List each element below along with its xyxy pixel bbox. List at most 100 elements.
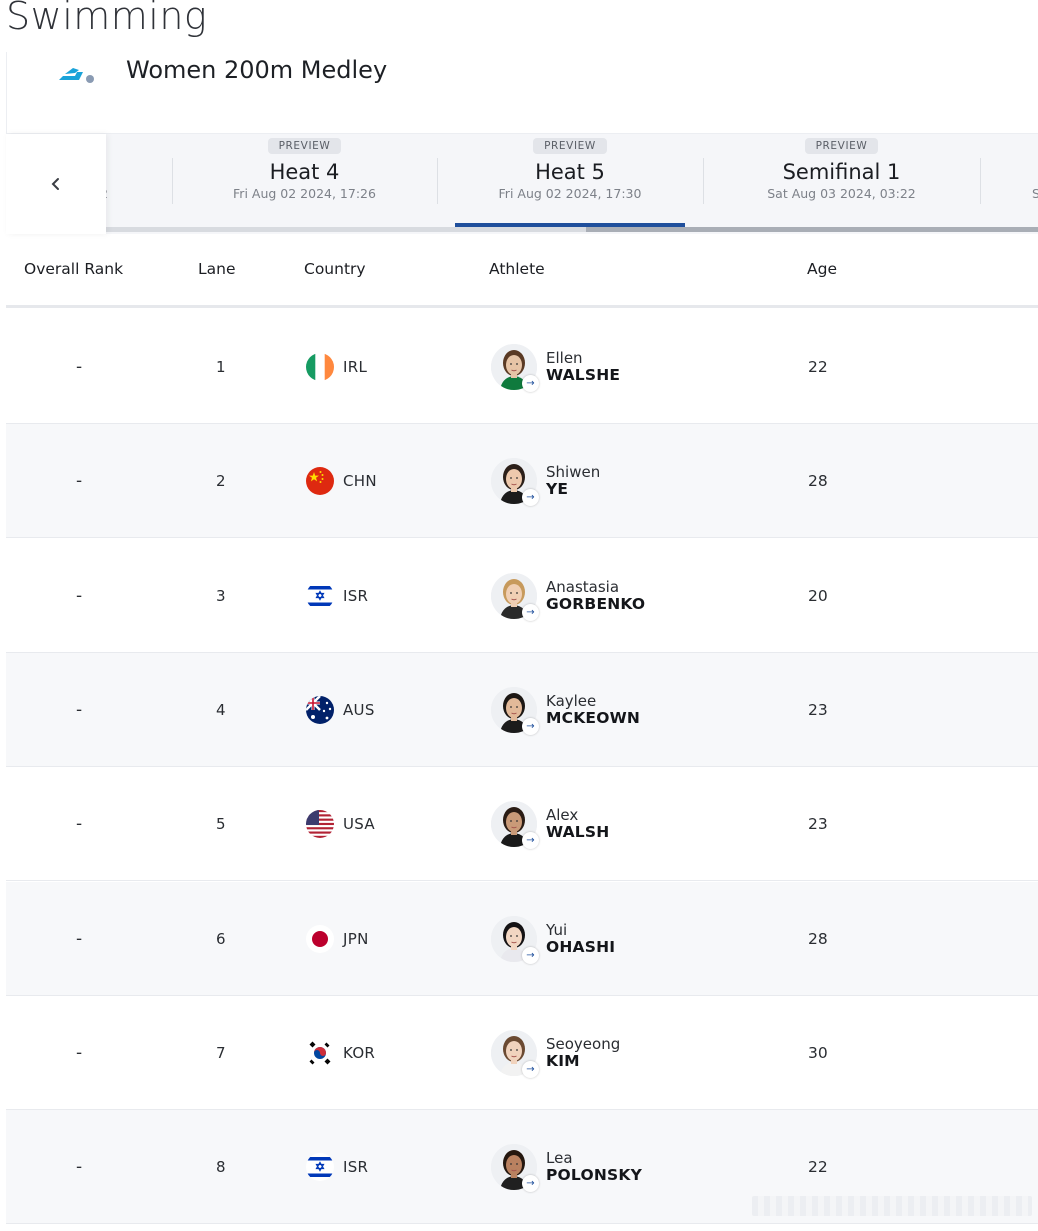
age-cell: 28 [808,472,828,491]
athlete-avatar[interactable]: → [491,686,539,735]
athlete-avatar[interactable]: → [491,458,539,507]
header-lane[interactable]: Lane [198,260,236,278]
overall-rank-cell: - [76,1157,83,1178]
event-title: Women 200m Medley [126,56,388,84]
table-row[interactable]: - 3 ISR → Anastasia GORBENKO 20 [6,539,1038,653]
overall-rank-cell: - [76,1042,83,1063]
athlete-given-name[interactable]: Seoyeong [546,1034,621,1053]
phase-carousel: 2 PREVIEW Heat 4 Fri Aug 02 2024, 17:26 … [6,134,1038,234]
lane-cell: 8 [216,1158,226,1177]
phase-partial-right: S [1032,186,1038,201]
country-code: JPN [343,929,369,948]
country-cell: USA [306,767,375,881]
athlete-given-name[interactable]: Kaylee [546,691,597,710]
athlete-avatar[interactable]: → [491,344,539,392]
isr-flag-icon [306,1153,334,1182]
phase-tab-semifinal-1[interactable]: PREVIEW Semifinal 1 Sat Aug 03 2024, 03:… [703,134,980,228]
aus-flag-icon [306,695,334,724]
phase-tab-heat-4[interactable]: PREVIEW Heat 4 Fri Aug 02 2024, 17:26 [172,134,437,228]
athlete-given-name[interactable]: Anastasia [546,577,620,596]
horizontal-scrollbar[interactable] [752,1196,1032,1216]
arrow-right-icon[interactable]: → [522,1175,539,1193]
athlete-given-name[interactable]: Alex [546,806,579,825]
athlete-family-name[interactable]: WALSH [546,823,610,842]
athlete-given-name[interactable]: Shiwen [546,463,601,482]
table-row[interactable]: - 1 IRL → Ellen WALSHE 22 [6,310,1038,424]
age-cell: 22 [808,1158,828,1177]
athlete-cell[interactable]: → Yui OHASHI [491,882,615,996]
carousel-scroll-thumb[interactable] [586,227,1038,232]
phase-divider [437,158,438,204]
athlete-cell[interactable]: → Shiwen YE [491,424,600,538]
arrow-right-icon[interactable]: → [522,375,539,392]
active-phase-indicator [455,223,685,227]
kor-flag-icon [306,1038,334,1067]
athlete-family-name[interactable]: MCKEOWN [546,708,641,727]
arrow-right-icon[interactable]: → [522,1060,539,1078]
overall-rank-cell: - [76,471,83,492]
athlete-given-name[interactable]: Yui [546,920,568,939]
swimming-pictogram-icon [59,68,94,83]
arrow-right-icon[interactable]: → [522,603,539,621]
athlete-cell[interactable]: → Seoyeong KIM [491,996,620,1110]
header-country[interactable]: Country [304,260,366,278]
phase-status-badge: PREVIEW [267,138,342,154]
athlete-avatar[interactable]: → [491,915,539,964]
arrow-right-icon[interactable]: → [522,832,539,850]
table-row[interactable]: - 4 AUS → Kaylee MCKEOWN 23 [6,652,1038,767]
carousel-track: 2 PREVIEW Heat 4 Fri Aug 02 2024, 17:26 … [106,134,1038,234]
athlete-family-name[interactable]: POLONSKY [546,1166,643,1185]
athlete-cell[interactable]: → Ellen WALSHE [491,310,620,424]
age-cell: 22 [808,358,828,376]
header-age[interactable]: Age [807,260,837,278]
table-row[interactable]: - 5 USA → Alex WALSH 23 [6,767,1038,882]
country-cell: CHN [306,424,377,538]
table-row[interactable]: - 2 CHN → Shiwen YE 28 [6,424,1038,539]
phase-divider [980,158,981,204]
phase-status-badge: PREVIEW [533,138,607,154]
country-cell: KOR [306,996,375,1110]
arrow-right-icon[interactable]: → [522,717,539,735]
athlete-given-name[interactable]: Ellen [546,349,583,367]
header-athlete[interactable]: Athlete [489,260,545,278]
athlete-cell[interactable]: → Lea POLONSKY [491,1110,642,1224]
arrow-right-icon[interactable]: → [522,946,539,964]
athlete-family-name[interactable]: GORBENKO [546,594,646,613]
header-overall-rank[interactable]: Overall Rank [24,260,124,278]
phase-name: Heat 4 [269,160,340,184]
phase-tab-heat-5[interactable]: PREVIEW Heat 5 Fri Aug 02 2024, 17:30 [437,134,703,228]
carousel-prev-button[interactable] [6,134,106,234]
athlete-given-name[interactable]: Lea [546,1149,573,1168]
lane-cell: 1 [216,358,226,376]
athlete-family-name[interactable]: KIM [546,1051,580,1070]
country-code: ISR [343,1158,369,1177]
lane-cell: 6 [216,929,226,948]
athlete-family-name[interactable]: YE [546,480,569,499]
athlete-cell[interactable]: → Anastasia GORBENKO [491,539,645,653]
country-code: USA [343,815,375,834]
athlete-family-name[interactable]: WALSHE [546,366,621,384]
lane-cell: 3 [216,586,226,605]
arrow-right-icon[interactable]: → [522,489,539,507]
athlete-cell[interactable]: → Alex WALSH [491,767,609,881]
athlete-avatar[interactable]: → [491,572,539,621]
athlete-avatar[interactable]: → [491,1029,539,1078]
overall-rank-cell: - [76,357,83,377]
lane-cell: 5 [216,815,226,834]
carousel-scrollbar[interactable] [106,227,1038,232]
athlete-cell[interactable]: → Kaylee MCKEOWN [491,653,640,767]
phase-divider [172,158,173,204]
country-cell: IRL [306,310,367,424]
lane-cell: 7 [216,1043,226,1062]
athlete-avatar[interactable]: → [491,1144,539,1193]
athlete-avatar[interactable]: → [491,801,539,850]
table-row[interactable]: - 7 KOR → Seoyeong KIM 30 [6,996,1038,1110]
lane-cell: 2 [216,472,226,491]
age-cell: 20 [808,586,828,605]
chn-flag-icon [306,467,334,496]
country-cell: ISR [306,539,368,653]
athlete-family-name[interactable]: OHASHI [546,937,616,956]
irl-flag-icon [306,353,334,381]
table-row[interactable]: - 6 JPN → Yui OHASHI 28 [6,881,1038,996]
country-cell: ISR [306,1110,368,1224]
